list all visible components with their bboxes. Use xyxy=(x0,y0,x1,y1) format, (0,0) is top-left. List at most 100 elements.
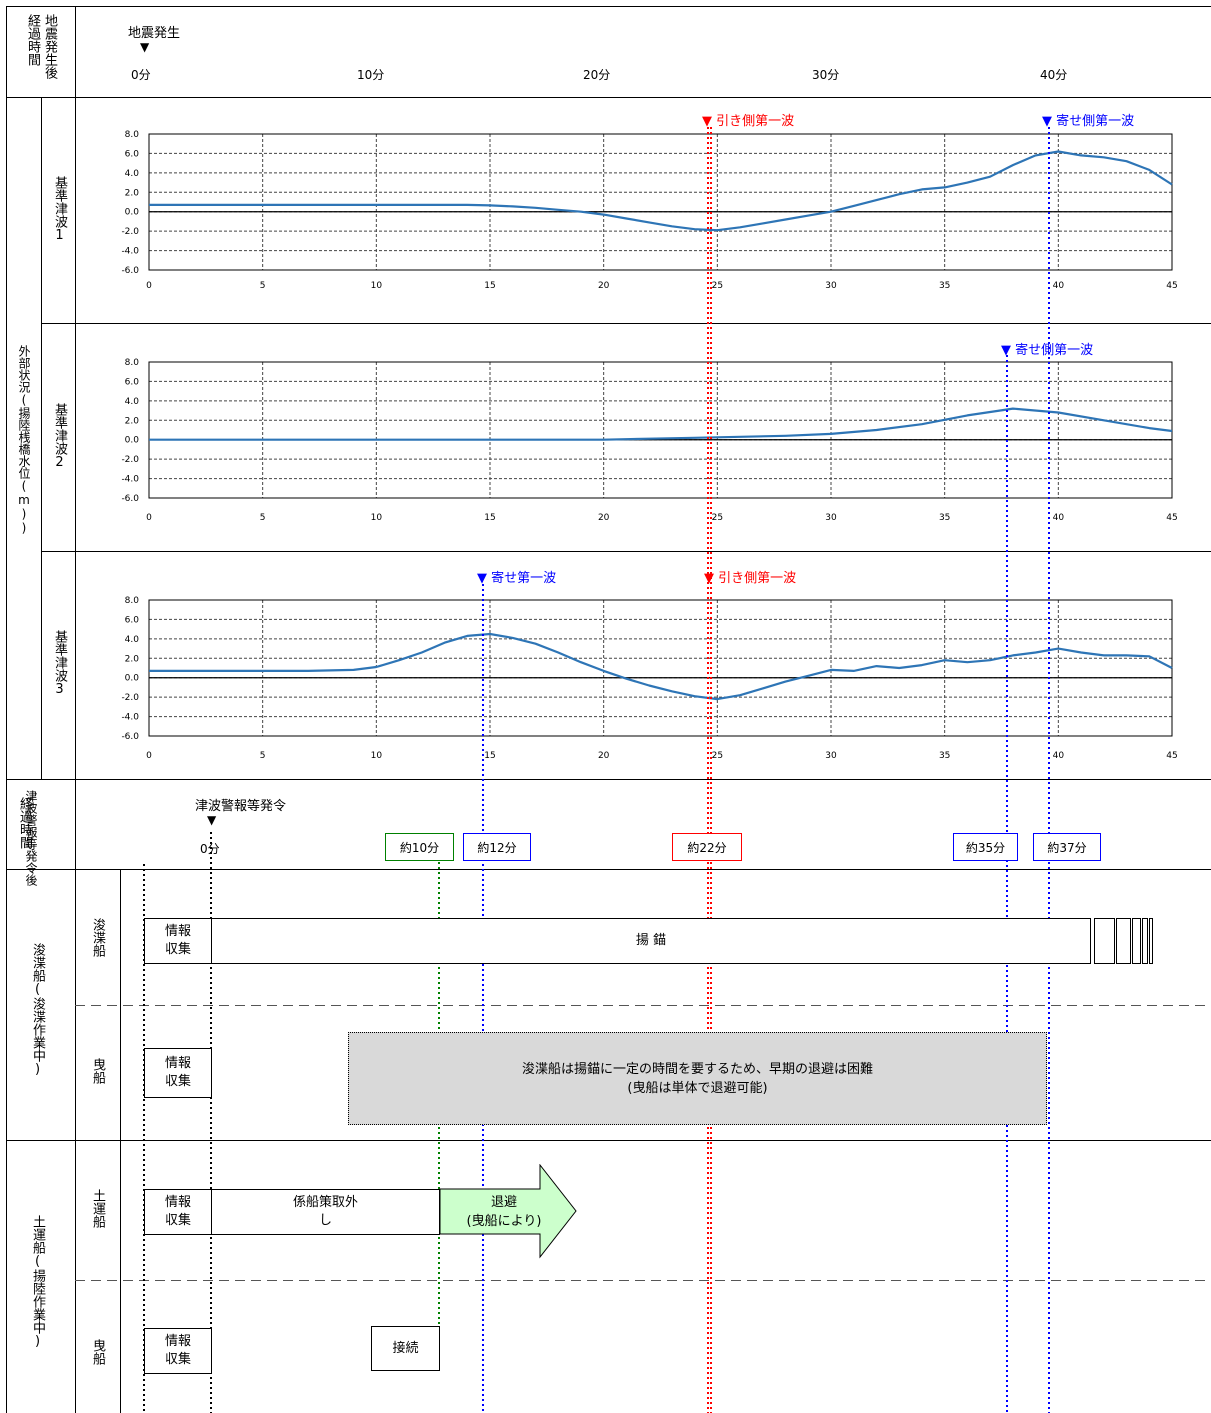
x-tick-label: 15 xyxy=(484,513,495,523)
x-tick-label: 40 xyxy=(1053,751,1065,761)
y-tick-label: 6.0 xyxy=(125,377,140,387)
info-collect-dredger: 情報収集 xyxy=(144,918,212,964)
header-tick-40: 40分 xyxy=(1040,68,1068,82)
warning-zero: 0分 xyxy=(200,842,220,856)
header-tick-0: 0分 xyxy=(131,68,151,82)
x-tick-label: 35 xyxy=(939,281,950,291)
header-tick-30: 30分 xyxy=(812,68,840,82)
x-tick-label: 35 xyxy=(939,751,950,761)
tsunami-chart-1: 8.0 6.0 4.0 2.0 0.0 -2.0 -4.0 -6.0 0 5 10 15 20 25 30 3… xyxy=(121,130,1177,291)
tsunami-chart-3: 8.0 6.0 4.0 2.0 0.0 -2.0 -4.0 -6.0 0 5 10 15 20 25 30 3… xyxy=(121,596,1177,761)
x-tick-label: 30 xyxy=(825,751,837,761)
x-tick-label: 25 xyxy=(712,751,723,761)
y-tick-label: 6.0 xyxy=(125,149,140,159)
evacuate-label: 退避 xyxy=(490,1195,517,1210)
x-tick-label: 5 xyxy=(260,751,266,761)
time-box-22: 約22分 xyxy=(672,833,742,861)
warning-marker-label: 津波警報等発令 xyxy=(195,799,287,814)
info-collect-tug-1: 情報収集 xyxy=(144,1048,212,1098)
quake-marker-label: 地震発生 xyxy=(128,26,181,41)
y-tick-label: 8.0 xyxy=(125,130,140,140)
x-tick-label: 20 xyxy=(598,751,610,761)
x-tick-label: 30 xyxy=(825,513,837,523)
x-tick-label: 10 xyxy=(371,751,383,761)
y-tick-label: 8.0 xyxy=(125,358,140,368)
y-tick-label: -4.0 xyxy=(121,247,139,257)
connect-task: 接続 xyxy=(371,1326,440,1371)
warning-marker-icon: ▼ xyxy=(207,813,217,827)
y-tick-label: 2.0 xyxy=(125,654,140,664)
series-line xyxy=(149,150,1173,232)
annotation-hiki-1: ▼ 引き側第一波 xyxy=(702,114,795,129)
y-tick-label: 0.0 xyxy=(125,208,140,218)
after-quake-label: 地震発生後 xyxy=(42,14,57,79)
y-tick-label: 6.0 xyxy=(125,615,140,625)
time-box-10: 約10分 xyxy=(385,833,454,861)
time-box-37: 約37分 xyxy=(1033,833,1101,861)
barge-group-label: 土運船(揚陸作業中) xyxy=(30,1215,45,1349)
mooring-release-task: 係船策取外し xyxy=(211,1189,440,1235)
series-line xyxy=(149,407,1173,441)
annotation-yose-2: ▼ 寄せ側第一波 xyxy=(1001,343,1094,358)
dredger-note-box: 浚渫船は揚錨に一定の時間を要するため、早期の退避は困難 (曳船は単体で退避可能) xyxy=(348,1032,1047,1125)
y-tick-label: -2.0 xyxy=(121,227,139,237)
tsunami-chart-2: 8.0 6.0 4.0 2.0 0.0 -2.0 -4.0 -6.0 0 5 10 15 20 25 30 3… xyxy=(121,358,1177,523)
y-tick-label: 0.0 xyxy=(125,436,140,446)
elapsed-time-label: 経過時間 xyxy=(25,14,40,66)
annotation-yose-1: ▼ 寄せ側第一波 xyxy=(1042,114,1135,129)
x-tick-label: 45 xyxy=(1166,281,1177,291)
row-label-3: 基準津波3 xyxy=(52,630,67,697)
warning-elapsed-label: 経過時間 xyxy=(17,797,32,849)
x-tick-label: 20 xyxy=(598,281,610,291)
dredger-group-label: 浚渫船(浚渫作業中) xyxy=(30,943,45,1077)
barge-row-label: 土運船 xyxy=(90,1189,105,1228)
x-tick-label: 20 xyxy=(598,513,610,523)
x-tick-label: 0 xyxy=(146,513,152,523)
y-tick-label: -4.0 xyxy=(121,713,139,723)
anchor-continuation-bars xyxy=(1094,918,1153,964)
x-tick-label: 30 xyxy=(825,281,837,291)
y-tick-label: 8.0 xyxy=(125,596,140,606)
x-tick-label: 45 xyxy=(1166,751,1177,761)
x-tick-label: 40 xyxy=(1053,281,1065,291)
y-tick-label: 0.0 xyxy=(125,674,140,684)
info-collect-barge: 情報収集 xyxy=(144,1189,212,1235)
x-tick-label: 25 xyxy=(712,513,723,523)
y-tick-label: 2.0 xyxy=(125,188,140,198)
header-tick-10: 10分 xyxy=(357,68,385,82)
y-tick-label: -4.0 xyxy=(121,475,139,485)
y-tick-label: -6.0 xyxy=(121,732,139,742)
x-tick-label: 35 xyxy=(939,513,950,523)
tug-row-label-1: 曳船 xyxy=(90,1058,105,1084)
dredger-note-line1: 浚渫船は揚錨に一定の時間を要するため、早期の退避は困難 xyxy=(521,1061,873,1077)
plot-frame xyxy=(148,133,1173,271)
dredger-row-label: 浚渫船 xyxy=(90,918,105,957)
x-tick-label: 5 xyxy=(260,513,266,523)
time-box-35: 約35分 xyxy=(953,833,1018,861)
info-collect-tug-2: 情報収集 xyxy=(144,1328,212,1374)
time-box-12: 約12分 xyxy=(463,833,531,861)
header-tick-20: 20分 xyxy=(583,68,611,82)
x-tick-label: 15 xyxy=(484,281,495,291)
warning-after-label: 津波警報等発令後 xyxy=(24,790,38,886)
x-tick-label: 10 xyxy=(371,281,383,291)
x-tick-label: 0 xyxy=(146,281,152,291)
evacuate-label-group: 退避 (曳船により) xyxy=(449,1193,559,1231)
quake-marker-icon: ▼ xyxy=(140,40,150,54)
x-tick-label: 45 xyxy=(1166,513,1177,523)
annotation-hiki-3: ▼ 引き側第一波 xyxy=(704,571,797,586)
row-label-1: 基準津波1 xyxy=(52,176,67,243)
annotation-yose-3: ▼ 寄せ第一波 xyxy=(477,571,557,586)
y-tick-label: -6.0 xyxy=(121,266,139,276)
anchor-task: 揚 錨 xyxy=(211,918,1091,964)
x-tick-label: 0 xyxy=(146,751,152,761)
y-tick-label: -2.0 xyxy=(121,693,139,703)
y-tick-label: -6.0 xyxy=(121,494,139,504)
y-tick-label: 2.0 xyxy=(125,416,140,426)
x-tick-label: 40 xyxy=(1053,513,1065,523)
x-tick-label: 10 xyxy=(371,513,383,523)
dredger-note-line2: (曳船は単体で退避可能) xyxy=(627,1080,768,1096)
section-label: 外部状況(揚陸桟橋水位(m)) xyxy=(17,345,31,535)
tug-row-label-2: 曳船 xyxy=(90,1339,105,1365)
y-tick-label: -2.0 xyxy=(121,455,139,465)
